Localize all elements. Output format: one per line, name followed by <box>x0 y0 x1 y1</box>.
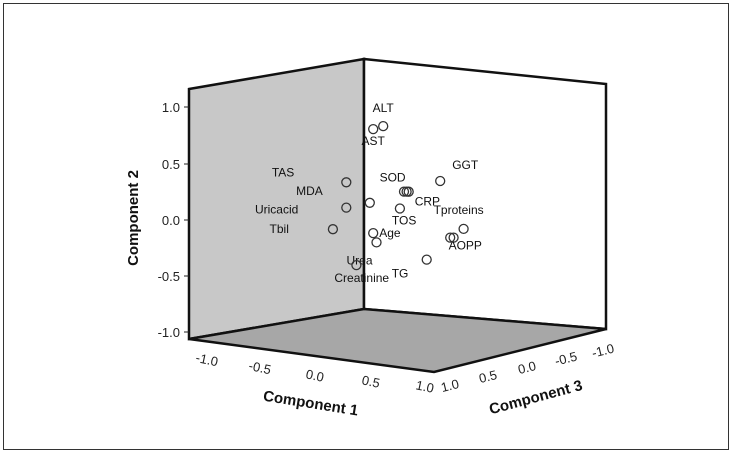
x-axis-ticks: -1.0 -0.5 0.0 0.5 1.0 <box>194 350 435 396</box>
x-tick-label: 0.5 <box>361 372 382 390</box>
point-label: TOS <box>392 214 416 228</box>
data-point <box>351 259 362 271</box>
data-point <box>445 232 456 243</box>
point-label: MDA <box>296 184 323 198</box>
y-tick-label: 0.5 <box>162 157 180 172</box>
point-label: Tproteins <box>434 203 484 217</box>
data-point <box>341 202 352 213</box>
component-plot-3d: 1.0 0.5 0.0 -0.5 -1.0 -1.0 -0.5 0.0 0.5 … <box>125 57 616 420</box>
data-point <box>371 237 382 248</box>
x-tick-label: -1.0 <box>194 350 219 369</box>
left-wall <box>187 57 366 341</box>
data-point <box>327 224 339 235</box>
point-label: AST <box>362 134 386 148</box>
data-point <box>378 120 389 132</box>
data-points: ALT AST TAS SOD GGT CRP MDA Uricacid TOS Tprotein… <box>255 101 484 285</box>
z-tick-label: -1.0 <box>590 341 615 361</box>
point-label: Uricacid <box>255 203 298 217</box>
z-tick-label: 0.5 <box>477 367 498 386</box>
point-label: TG <box>392 267 409 281</box>
point-label: Creatinine <box>334 271 389 285</box>
point-label: SOD <box>380 171 406 185</box>
floor <box>188 307 607 374</box>
y-tick-label: -1.0 <box>158 325 180 340</box>
point-label: TAS <box>272 165 294 179</box>
data-point <box>448 232 459 243</box>
z-tick-label: -0.5 <box>553 349 578 369</box>
y-tick-label: 0.0 <box>162 213 180 228</box>
data-point <box>398 186 410 197</box>
data-point <box>394 203 406 214</box>
data-point <box>368 123 379 135</box>
point-label: Urea <box>347 253 373 267</box>
point-label: Age <box>379 226 401 240</box>
data-point <box>341 177 352 188</box>
point-label: AOPP <box>449 239 482 253</box>
y-tick-label: 1.0 <box>162 100 180 115</box>
chart-frame: 1.0 0.5 0.0 -0.5 -1.0 -1.0 -0.5 0.0 0.5 … <box>3 3 729 450</box>
point-label: CRP <box>415 195 440 209</box>
y-tick-label: -0.5 <box>158 269 180 284</box>
data-point <box>421 254 432 265</box>
data-point <box>435 175 446 187</box>
z-tick-label: 0.0 <box>516 358 537 377</box>
data-point <box>364 197 375 208</box>
x-tick-label: 1.0 <box>415 377 436 395</box>
x-tick-label: 0.0 <box>305 366 326 384</box>
x-axis-title: Component 1 <box>262 388 359 420</box>
data-point <box>458 223 469 235</box>
x-tick-label: -0.5 <box>247 358 272 377</box>
z-axis-ticks: 1.0 0.5 0.0 -0.5 -1.0 <box>439 341 615 395</box>
z-axis-title: Component 3 <box>487 377 584 418</box>
z-tick-label: 1.0 <box>439 376 460 395</box>
point-label: Tbil <box>270 222 289 236</box>
point-label: ALT <box>373 101 395 115</box>
data-point <box>368 227 379 239</box>
y-axis-title: Component 2 <box>125 170 142 266</box>
y-axis-ticks: 1.0 0.5 0.0 -0.5 -1.0 <box>158 100 189 340</box>
data-point <box>403 186 414 197</box>
point-label: GGT <box>452 158 479 172</box>
